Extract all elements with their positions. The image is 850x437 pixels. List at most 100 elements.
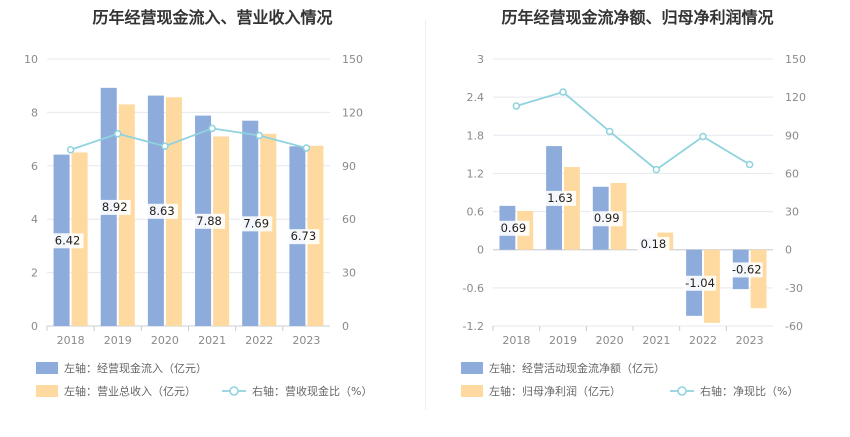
line-point [114,130,122,138]
data-label: 6.73 [291,229,317,243]
data-label: 8.63 [149,204,175,218]
data-label-bg [51,233,84,249]
bar-series-2 [213,136,230,326]
legend-label: 左轴：营业总收入（亿元） [64,384,196,398]
line-point [302,144,311,152]
line-point [652,165,661,174]
chart-panel-left: 历年经营现金流入、营业收入情况 0 2 4 6 8 10 0 30 60 90 120 150 2018… [24,8,372,398]
line-point [161,142,169,150]
data-label: 0.18 [641,237,667,251]
data-label-bg [637,236,670,252]
chart-panel-right: 历年经营现金流净额、归母净利润情况 -1.2 -0.6 0 0.6 1.2 1.8 2.4 3… [425,0,850,437]
panel-divider [425,20,426,410]
x-tick-label: 2019 [549,334,577,347]
data-label: -1.04 [685,276,715,290]
x-tick-label: 2023 [292,334,320,347]
y-tick-left: 1.8 [467,129,485,142]
data-label-bg [193,213,226,229]
legend-line-marker [677,386,687,396]
data-label-bg [497,220,530,236]
line-point [605,127,614,136]
data-label-bg [684,275,717,291]
legend-label: 左轴：归母净利润（亿元） [489,384,621,398]
y-tick-left: 2 [31,267,38,280]
x-tick-label: 2020 [596,334,624,347]
legend-label: 左轴：经营现金流入（亿元） [64,361,207,375]
y-tick-right: 60 [342,213,356,226]
y-tick-left: -0.6 [463,282,484,295]
data-label-bg [544,190,577,206]
x-tick-label: 2019 [104,334,132,347]
x-tick-label: 2021 [198,334,226,347]
y-tick-left: 3 [477,53,484,66]
x-tick-label: 2018 [57,334,85,347]
chart-title: 历年经营现金流入、营业收入情况 [92,8,333,27]
bar-series-2 [564,167,580,250]
y-tick-left: 0.6 [467,206,485,219]
y-tick-right: -60 [785,320,803,333]
line-point [512,102,521,110]
data-label-bg [590,211,623,227]
data-label: 0.99 [594,211,620,225]
legend-label: 右轴：净现比（%） [700,384,798,398]
data-label: 7.69 [243,216,269,230]
x-tick-label: 2018 [502,334,530,347]
x-tick-label: 2021 [642,334,670,347]
y-tick-right: 30 [342,267,356,280]
y-tick-right: 120 [342,106,363,119]
y-tick-left: 1.2 [467,167,485,180]
x-tick-label: 2022 [245,334,273,347]
chart-svg: 0 2 4 6 8 10 0 30 60 90 120 150 2018 2019 2020 2021 2022… [24,53,372,398]
data-label: 1.63 [547,191,573,205]
line-series [516,91,751,171]
y-tick-left: 4 [31,213,38,226]
bar-series-2 [118,104,135,326]
data-label-bg [98,199,131,215]
y-tick-right: 60 [785,167,799,180]
y-tick-right: 90 [785,129,799,142]
line-point [559,88,567,96]
data-label: -0.62 [732,262,762,276]
line-series [70,127,307,151]
line-point [66,146,75,154]
line-point [699,132,707,141]
x-tick-label: 2023 [736,334,764,347]
legend-swatch [36,385,58,397]
y-tick-right: 90 [342,160,356,173]
data-label: 0.69 [501,221,527,235]
legend-label: 左轴：经营活动现金流净额（亿元） [489,361,665,375]
y-tick-left: 0 [31,320,38,333]
y-tick-right: 120 [785,91,806,104]
data-label: 8.92 [102,200,128,214]
y-tick-right: -30 [785,282,803,295]
line-point [255,131,263,140]
chart-svg: -1.2 -0.6 0 0.6 1.2 1.8 2.4 3 -60 -30 0 30 60 90 120 15… [461,53,806,398]
y-tick-left: 8 [31,106,38,119]
y-tick-left: 6 [31,160,38,173]
line-point [745,160,754,169]
y-tick-right: 0 [785,244,792,257]
line-point [208,124,216,133]
legend-swatch [461,362,483,374]
data-label-bg [145,203,178,219]
y-tick-left: 10 [24,53,38,66]
data-label-bg [287,229,320,245]
x-tick-label: 2020 [151,334,179,347]
y-tick-right: 150 [342,53,363,66]
data-label: 6.42 [55,233,81,247]
data-label: 7.88 [196,214,222,228]
y-tick-right: 150 [785,53,806,66]
data-label-bg [240,216,273,232]
chart-title: 历年经营现金流净额、归母净利润情况 [501,8,774,27]
legend-line-marker [229,386,239,396]
data-label-bg [730,262,763,278]
y-tick-right: 0 [342,320,349,333]
y-tick-right: 30 [785,206,799,219]
x-tick-label: 2022 [689,334,717,347]
y-tick-left: 2.4 [467,91,485,104]
y-tick-left: 0 [477,244,484,257]
legend-swatch [461,385,483,397]
bar-series-2 [750,249,767,309]
legend-label: 右轴：营收现金比（%） [252,384,372,398]
legend-swatch [36,362,58,374]
